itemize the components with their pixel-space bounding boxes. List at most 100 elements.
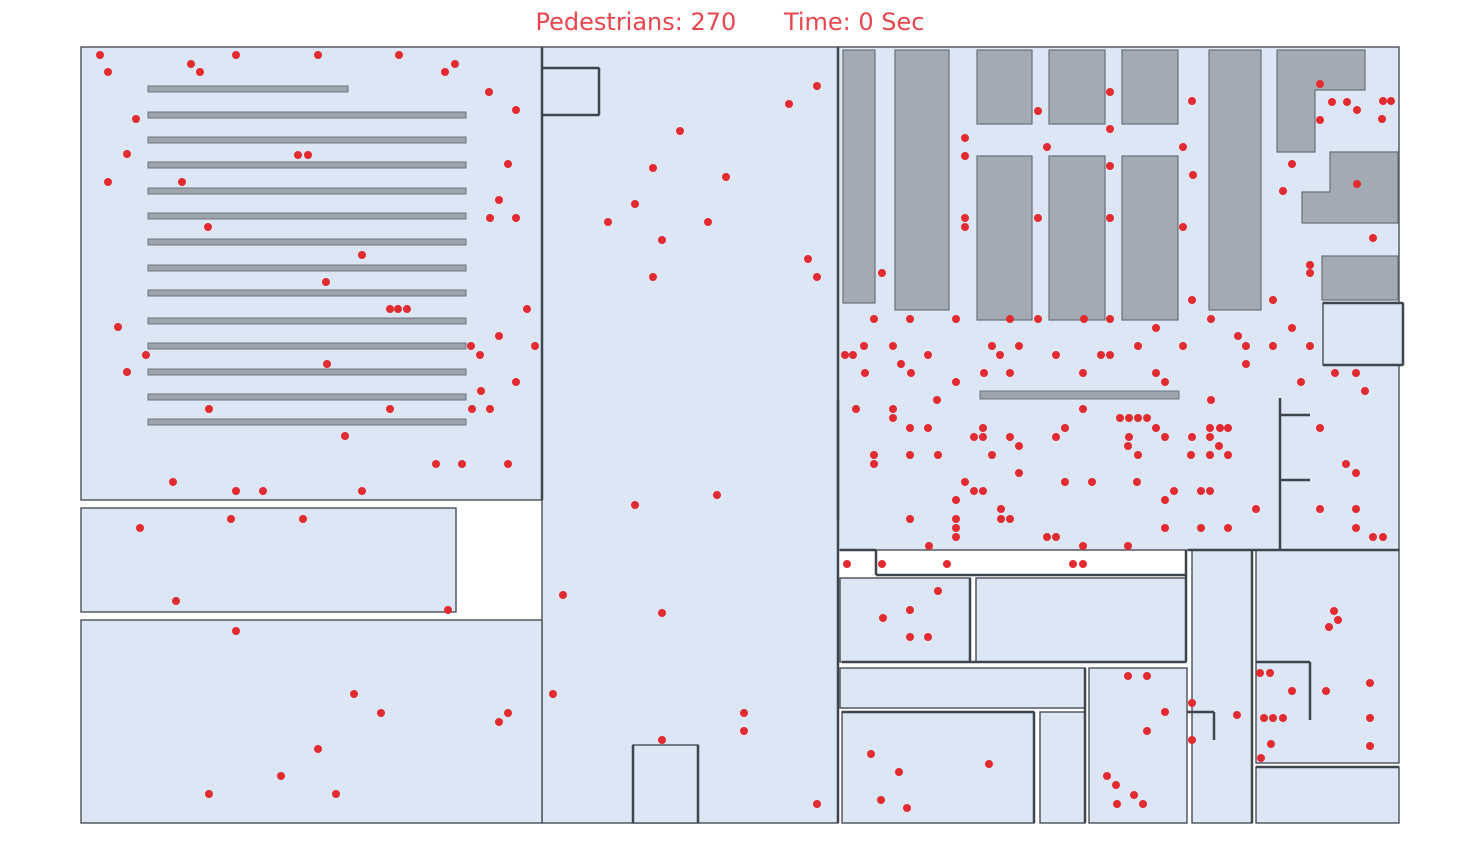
pedestrian-marker (713, 491, 721, 499)
pedestrian-marker (1097, 351, 1105, 359)
pedestrian-marker (1106, 351, 1114, 359)
pedestrian-marker (979, 487, 987, 495)
pedestrian-marker (495, 196, 503, 204)
pedestrian-marker (1015, 469, 1023, 477)
pedestrian-marker (1352, 469, 1360, 477)
room-lower-8 (1088, 667, 1188, 824)
pedestrian-marker (104, 178, 112, 186)
storage-rack (147, 136, 467, 144)
pedestrian-marker (1306, 269, 1314, 277)
pedestrian-marker (1269, 342, 1277, 350)
pedestrian-marker (1206, 451, 1214, 459)
storage-rack (147, 212, 467, 220)
pedestrian-marker (1134, 451, 1142, 459)
pedestrian-marker (1188, 433, 1196, 441)
pedestrian-marker (523, 305, 531, 313)
pedestrian-marker (843, 560, 851, 568)
pedestrian-marker (1152, 369, 1160, 377)
pedestrian-marker (323, 360, 331, 368)
pedestrian-marker (1353, 106, 1361, 114)
pedestrian-marker (722, 173, 730, 181)
room-lower-7 (1039, 711, 1086, 824)
pedestrian-marker (878, 560, 886, 568)
pedestrian-marker (906, 606, 914, 614)
pedestrian-marker (1143, 414, 1151, 422)
pedestrian-marker (1325, 623, 1333, 631)
pedestrian-marker (1116, 414, 1124, 422)
pedestrian-marker (649, 273, 657, 281)
pedestrian-marker (631, 501, 639, 509)
pedestrian-marker (952, 533, 960, 541)
pedestrian-marker (1224, 451, 1232, 459)
pedestrian-marker (1366, 714, 1374, 722)
pedestrian-marker (861, 369, 869, 377)
pedestrian-marker (785, 100, 793, 108)
pedestrian-marker (1353, 180, 1361, 188)
pedestrian-marker (704, 218, 712, 226)
pedestrian-marker (512, 378, 520, 386)
pedestrian-marker (441, 68, 449, 76)
pedestrian-marker (1197, 487, 1205, 495)
pedestrian-marker (1352, 524, 1360, 532)
machine-block (842, 49, 876, 304)
pedestrian-marker (924, 424, 932, 432)
pedestrian-marker (1369, 533, 1377, 541)
pedestrian-marker (1266, 669, 1274, 677)
pedestrian-marker (1378, 115, 1386, 123)
pedestrian-marker (504, 160, 512, 168)
pedestrian-marker (1352, 505, 1360, 513)
pedestrian-marker (813, 82, 821, 90)
pedestrian-marker (877, 796, 885, 804)
pedestrian-marker (1316, 80, 1324, 88)
pedestrian-marker (952, 524, 960, 532)
pedestrian-marker (1170, 487, 1178, 495)
pedestrian-marker (395, 51, 403, 59)
pedestrian-marker (924, 633, 932, 641)
pedestrian-marker (512, 214, 520, 222)
pedestrian-marker (1260, 714, 1268, 722)
pedestrian-marker (870, 460, 878, 468)
pedestrian-marker (504, 460, 512, 468)
pedestrian-marker (169, 478, 177, 486)
pedestrian-marker (1034, 315, 1042, 323)
pedestrian-marker (259, 487, 267, 495)
pedestrian-marker (1206, 487, 1214, 495)
pedestrian-marker (906, 451, 914, 459)
pedestrian-marker (1152, 424, 1160, 432)
pedestrian-marker (299, 515, 307, 523)
pedestrian-marker (1139, 800, 1147, 808)
pedestrian-marker (1316, 424, 1324, 432)
pedestrian-marker (1328, 98, 1336, 106)
pedestrian-marker (879, 614, 887, 622)
pedestrian-marker (1279, 187, 1287, 195)
pedestrian-marker (1069, 560, 1077, 568)
pedestrian-marker (468, 405, 476, 413)
pedestrian-marker (1133, 478, 1141, 486)
machine-block (1048, 49, 1106, 125)
pedestrian-marker (467, 342, 475, 350)
pedestrian-marker (841, 351, 849, 359)
pedestrian-marker (1288, 324, 1296, 332)
pedestrian-marker (172, 597, 180, 605)
pedestrian-marker (1179, 223, 1187, 231)
pedestrian-marker (933, 396, 941, 404)
pedestrian-marker (924, 351, 932, 359)
pedestrian-marker (504, 709, 512, 717)
pedestrian-marker (906, 515, 914, 523)
pedestrian-marker (1106, 125, 1114, 133)
pedestrian-marker (358, 487, 366, 495)
pedestrian-marker (304, 151, 312, 159)
pedestrian-marker (952, 378, 960, 386)
pedestrian-marker (1224, 524, 1232, 532)
pedestrian-marker (341, 432, 349, 440)
storage-rack (147, 289, 467, 297)
pedestrian-marker (1252, 505, 1260, 513)
machine-block (1276, 49, 1366, 153)
storage-rack (147, 187, 467, 195)
room-central-hall (541, 46, 839, 824)
pedestrian-marker (486, 214, 494, 222)
pedestrian-marker (1079, 560, 1087, 568)
pedestrian-marker (178, 178, 186, 186)
pedestrian-marker (889, 414, 897, 422)
pedestrian-marker (432, 460, 440, 468)
